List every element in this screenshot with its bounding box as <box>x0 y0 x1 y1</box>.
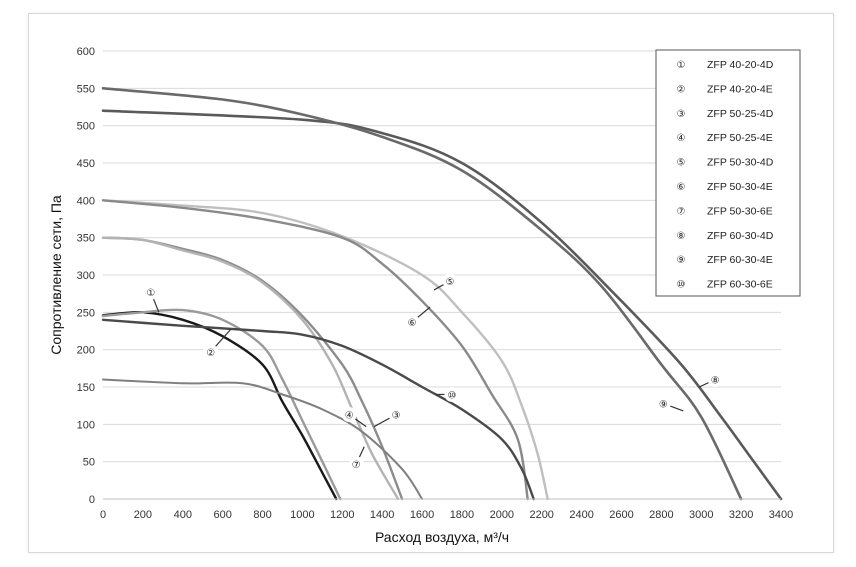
y-tick-label: 500 <box>77 121 95 133</box>
legend-entry: ZFP 40-20-4D <box>707 59 774 71</box>
legend-entry: ZFP 50-30-4D <box>707 157 774 169</box>
annotation-label: ① <box>146 288 155 299</box>
y-tick-label: 50 <box>83 457 95 469</box>
x-tick-label: 3000 <box>689 509 713 521</box>
x-tick-label: 2000 <box>490 509 514 521</box>
legend-entry: ZFP 50-25-4E <box>707 132 773 144</box>
y-tick-label: 0 <box>89 494 95 506</box>
performance-chart: ① ② ③ ④ ⑤ ⑥ ⑦ ⑧ ⑨ ⑩ 0 50 100 150 200 250 300 350 400 450 50… <box>48 46 801 545</box>
annotation-backdrop <box>442 273 458 289</box>
legend-marker: ⑤ <box>677 158 686 169</box>
curve-annotations: ① ② ③ ④ ⑤ ⑥ ⑦ ⑧ ⑨ ⑩ <box>143 273 723 472</box>
legend-entry: ZFP 50-25-4D <box>707 108 774 120</box>
x-tick-label: 400 <box>174 509 192 521</box>
x-tick-label: 2400 <box>569 509 593 521</box>
legend-marker: ⑧ <box>677 231 686 242</box>
x-tick-label: 1400 <box>370 509 394 521</box>
annotation-label: ④ <box>345 411 354 422</box>
series-lines <box>101 87 783 501</box>
x-tick-label: 200 <box>134 509 152 521</box>
x-tick-label: 1000 <box>290 509 314 521</box>
annotation-label: ⑧ <box>711 376 720 387</box>
series-line-5 <box>101 199 549 501</box>
y-tick-label: 250 <box>77 307 95 319</box>
legend-marker: ④ <box>677 133 686 144</box>
annotation-label: ⑦ <box>352 460 361 471</box>
x-tick-label: 2200 <box>529 509 553 521</box>
annotation-label: ② <box>206 348 215 359</box>
x-tick-label: 2600 <box>609 509 633 521</box>
y-tick-label: 550 <box>77 83 95 95</box>
legend-entry: ZFP 60-30-6E <box>707 279 773 291</box>
legend-entry: ZFP 60-30-4D <box>707 230 774 242</box>
annotation-label: ⑤ <box>445 277 454 288</box>
y-tick-label: 150 <box>77 382 95 394</box>
annotation-label: ⑩ <box>447 390 456 401</box>
x-tick-label: 1600 <box>410 509 434 521</box>
annotation-label: ③ <box>392 411 401 422</box>
annotation-backdrop <box>655 395 671 411</box>
y-axis-title: Сопротивление сети, Па <box>48 195 64 355</box>
annotation-backdrop <box>341 407 357 423</box>
y-tick-label: 300 <box>77 270 95 282</box>
y-tick-label: 350 <box>77 233 95 245</box>
series-line-1 <box>101 311 338 501</box>
x-tick-label: 0 <box>100 509 106 521</box>
annotation-backdrop <box>444 386 460 402</box>
series-line-6 <box>101 199 529 501</box>
annotation-label: ⑨ <box>659 399 668 410</box>
legend-marker: ③ <box>677 109 686 120</box>
legend-marker: ⑦ <box>677 206 686 217</box>
legend-marker: ⑩ <box>677 280 686 291</box>
y-tick-label: 400 <box>77 195 95 207</box>
series-line-2 <box>101 308 342 501</box>
legend-marker: ① <box>677 60 686 71</box>
x-axis-title: Расход воздуха, м³/ч <box>375 529 509 545</box>
chart-frame: ① ② ③ ④ ⑤ ⑥ ⑦ ⑧ ⑨ ⑩ 0 50 100 150 200 250 300 350 400 450 50… <box>28 13 834 553</box>
legend-entry: ZFP 50-30-4E <box>707 181 773 193</box>
annotation-backdrop <box>404 314 420 330</box>
legend-entry: ZFP 60-30-4E <box>707 254 773 266</box>
annotation-backdrop <box>388 407 404 423</box>
y-tick-label: 100 <box>77 419 95 431</box>
x-tick-label: 800 <box>253 509 271 521</box>
legend-box <box>655 49 801 297</box>
x-tick-label: 2800 <box>649 509 673 521</box>
y-tick-label: 600 <box>77 46 95 58</box>
x-tick-label: 3400 <box>769 509 793 521</box>
annotation-label: ⑥ <box>408 318 417 329</box>
annotation-backdrop <box>203 344 219 360</box>
legend-marker: ② <box>677 84 686 95</box>
axes: 0 50 100 150 200 250 300 350 400 450 500 550 600 0 200… <box>77 46 794 521</box>
legend-marker: ⑥ <box>677 182 686 193</box>
series-line-8 <box>101 109 783 501</box>
series-line-10 <box>101 318 535 501</box>
y-tick-label: 450 <box>77 158 95 170</box>
annotation-backdrop <box>707 372 723 388</box>
x-tick-label: 600 <box>213 509 231 521</box>
x-tick-label: 3200 <box>729 509 753 521</box>
x-tick-label: 1800 <box>450 509 474 521</box>
annotation-backdrop <box>348 456 364 472</box>
legend: ① ZFP 40-20-4D ② ZFP 40-20-4E ③ ZFP 50-25-4D ④… <box>655 49 801 297</box>
series-line-9 <box>101 87 743 501</box>
legend-entry: ZFP 40-20-4E <box>707 83 773 95</box>
series-line-7 <box>102 378 424 500</box>
legend-entry: ZFP 50-30-6E <box>707 205 773 217</box>
y-tick-label: 200 <box>77 345 95 357</box>
annotation-backdrop <box>143 284 159 300</box>
legend-marker: ⑨ <box>677 255 686 266</box>
x-tick-label: 1200 <box>330 509 354 521</box>
